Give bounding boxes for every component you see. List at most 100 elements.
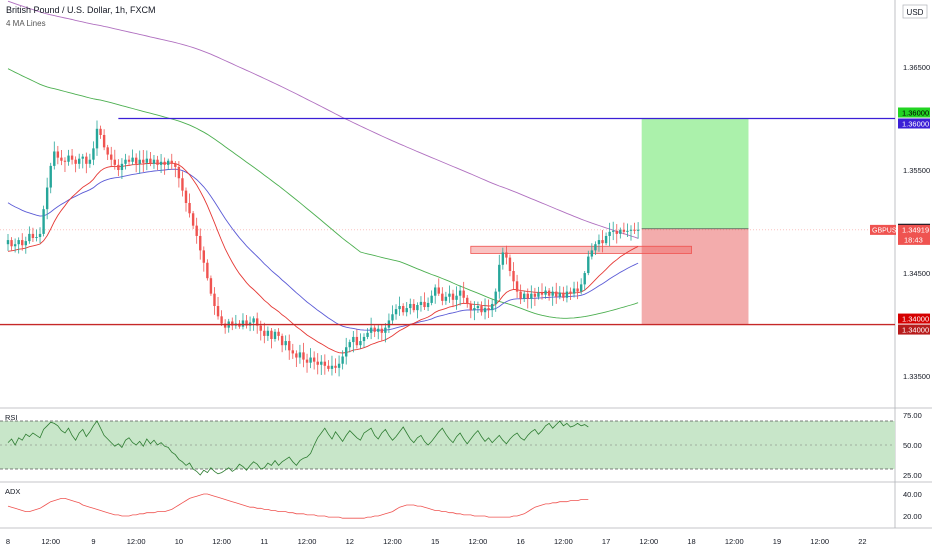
candle[interactable]	[391, 305, 394, 324]
candle[interactable]	[348, 339, 351, 353]
candle[interactable]	[95, 120, 99, 156]
candle[interactable]	[256, 312, 259, 334]
candle[interactable]	[530, 285, 533, 309]
candle[interactable]	[327, 360, 330, 372]
candle[interactable]	[74, 156, 77, 173]
candle[interactable]	[63, 157, 67, 172]
candle[interactable]	[476, 301, 480, 314]
candle[interactable]	[508, 254, 512, 277]
candle[interactable]	[284, 335, 287, 351]
candle[interactable]	[501, 247, 505, 270]
candle[interactable]	[174, 161, 177, 178]
horizontal-lines[interactable]	[0, 117, 895, 326]
candle[interactable]	[519, 284, 522, 305]
candle[interactable]	[312, 351, 316, 370]
candle[interactable]	[252, 316, 255, 331]
candle[interactable]	[277, 328, 280, 341]
candle[interactable]	[466, 295, 469, 308]
candle[interactable]	[85, 152, 88, 174]
candle[interactable]	[345, 337, 348, 365]
candle[interactable]	[323, 354, 327, 375]
candle[interactable]	[10, 237, 13, 251]
candle[interactable]	[156, 155, 159, 171]
candle[interactable]	[597, 234, 601, 252]
candle[interactable]	[462, 281, 465, 304]
candle[interactable]	[576, 281, 579, 300]
candle[interactable]	[152, 154, 156, 169]
candle[interactable]	[38, 227, 42, 244]
candle[interactable]	[234, 314, 238, 329]
candle[interactable]	[21, 233, 24, 251]
candle[interactable]	[337, 355, 341, 377]
candle[interactable]	[273, 329, 277, 342]
candle[interactable]	[483, 298, 487, 320]
currency-indicator[interactable]: USD	[902, 4, 928, 19]
candle[interactable]	[615, 224, 618, 244]
candle[interactable]	[494, 288, 497, 312]
candle[interactable]	[88, 153, 92, 168]
candle[interactable]	[583, 270, 586, 291]
candle[interactable]	[434, 284, 437, 304]
candle[interactable]	[81, 153, 84, 169]
candle[interactable]	[199, 228, 202, 260]
candle[interactable]	[231, 317, 234, 331]
candle[interactable]	[612, 221, 615, 241]
candle[interactable]	[31, 227, 35, 243]
candle[interactable]	[124, 153, 127, 170]
candle[interactable]	[551, 286, 554, 306]
candle[interactable]	[419, 296, 423, 312]
candle[interactable]	[35, 229, 38, 242]
candle[interactable]	[67, 149, 70, 166]
candle[interactable]	[149, 152, 152, 167]
candle[interactable]	[426, 297, 430, 311]
candle[interactable]	[191, 211, 195, 229]
candle[interactable]	[60, 150, 63, 166]
candle[interactable]	[352, 331, 355, 353]
price-label[interactable]: 1.34000	[898, 313, 930, 324]
candle[interactable]	[184, 187, 188, 212]
candle[interactable]	[42, 205, 45, 237]
candle[interactable]	[451, 289, 455, 308]
rsi-line[interactable]	[7, 420, 589, 476]
candle[interactable]	[223, 319, 227, 334]
candle[interactable]	[320, 355, 323, 375]
candle[interactable]	[99, 125, 102, 139]
candle[interactable]	[523, 290, 526, 303]
candle[interactable]	[216, 297, 220, 320]
candle[interactable]	[558, 286, 561, 300]
candle[interactable]	[626, 223, 629, 237]
ma-blue-line[interactable]	[7, 168, 639, 331]
candle[interactable]	[377, 325, 380, 340]
loss-zone[interactable]	[641, 228, 749, 325]
candle[interactable]	[373, 325, 376, 338]
candle[interactable]	[53, 141, 56, 170]
candle[interactable]	[341, 350, 344, 370]
candle[interactable]	[202, 246, 205, 272]
candle[interactable]	[587, 250, 590, 276]
candle[interactable]	[594, 241, 597, 255]
candle[interactable]	[24, 236, 27, 254]
candle[interactable]	[56, 145, 60, 165]
candle[interactable]	[355, 329, 359, 349]
candle[interactable]	[45, 177, 49, 220]
candle[interactable]	[533, 287, 537, 306]
candle[interactable]	[455, 286, 458, 310]
candle[interactable]	[458, 285, 462, 306]
candle[interactable]	[302, 342, 305, 368]
candle[interactable]	[515, 274, 519, 299]
candle[interactable]	[280, 333, 284, 353]
candle[interactable]	[120, 158, 124, 179]
adx-line[interactable]	[7, 493, 589, 519]
candle[interactable]	[127, 155, 131, 166]
candle[interactable]	[619, 227, 622, 239]
candle[interactable]	[49, 162, 52, 194]
candle[interactable]	[195, 217, 198, 244]
candle[interactable]	[633, 222, 636, 235]
candle[interactable]	[490, 299, 494, 318]
candle[interactable]	[498, 254, 501, 299]
price-label[interactable]: 1.36000	[898, 118, 930, 129]
candle[interactable]	[540, 283, 544, 300]
candle[interactable]	[544, 286, 547, 299]
candle[interactable]	[412, 299, 416, 313]
candle[interactable]	[401, 303, 405, 316]
